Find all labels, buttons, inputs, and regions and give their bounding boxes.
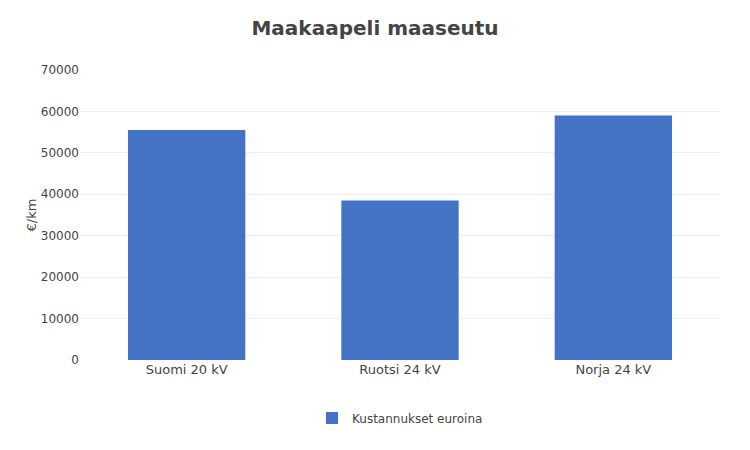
svg-text:30000: 30000 — [41, 229, 79, 243]
svg-text:Ruotsi 24 kV: Ruotsi 24 kV — [359, 362, 440, 377]
svg-text:70000: 70000 — [41, 63, 79, 77]
svg-text:50000: 50000 — [41, 146, 79, 160]
svg-text:10000: 10000 — [41, 312, 79, 326]
svg-text:Suomi 20 kV: Suomi 20 kV — [146, 362, 228, 377]
svg-text:€/km: €/km — [24, 199, 39, 232]
svg-text:0: 0 — [71, 353, 79, 367]
svg-text:60000: 60000 — [41, 105, 79, 119]
svg-text:Norja 24 kV: Norja 24 kV — [575, 362, 651, 377]
svg-text:Kustannukset euroina: Kustannukset euroina — [352, 412, 482, 426]
svg-text:20000: 20000 — [41, 270, 79, 284]
svg-text:Maakaapeli maaseutu: Maakaapeli maaseutu — [251, 16, 498, 40]
svg-text:40000: 40000 — [41, 187, 79, 201]
